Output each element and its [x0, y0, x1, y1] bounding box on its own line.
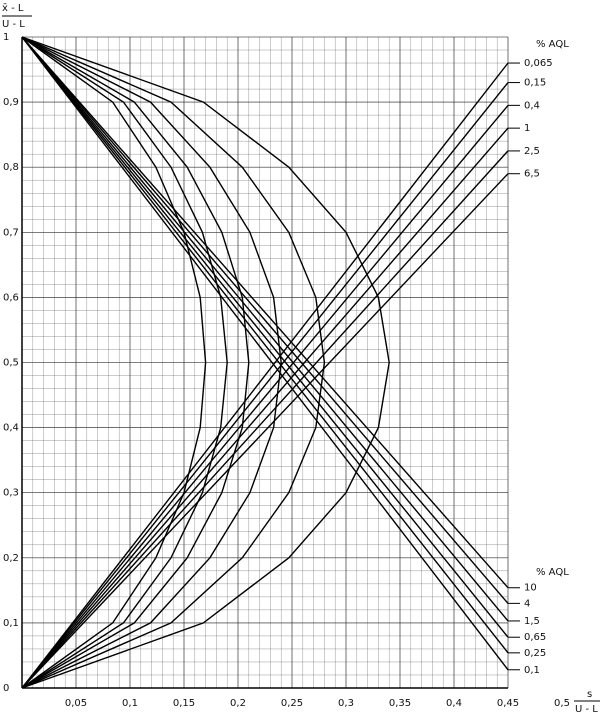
aql-line: [21, 104, 509, 689]
legend-label: 0,1: [524, 665, 540, 676]
y-tick-label: 0,4: [3, 423, 19, 434]
aql-line: [21, 36, 509, 654]
y-label-numerator: x̄ - L: [2, 3, 24, 14]
y-tick-label: 0: [3, 683, 9, 694]
legend-label: 0,4: [524, 100, 540, 111]
y-tick-label: 0,8: [3, 162, 19, 173]
acceptance-curve: [21, 36, 282, 689]
y-tick-label: 0,5: [3, 358, 19, 369]
x-tick-label: 0,15: [173, 698, 195, 709]
upper-legend-header: % AQL: [536, 39, 569, 50]
x-tick-label: 0,2: [230, 698, 246, 709]
y-tick-label: 0,7: [3, 227, 19, 238]
legend-label: 0,25: [524, 648, 546, 659]
x-label-denominator: U - L: [575, 704, 598, 715]
aql-line: [21, 62, 509, 689]
y-tick-label: 0,3: [3, 488, 19, 499]
legend-label: 4: [524, 598, 530, 609]
legend-label: 1: [524, 123, 530, 134]
y-tick-label: 1: [3, 32, 9, 43]
acceptance-curve: [21, 36, 326, 689]
x-tick-label: 0,25: [281, 698, 303, 709]
lower-legend-header: % AQL: [536, 567, 569, 578]
aql-line: [21, 36, 509, 622]
aql-line: [21, 150, 509, 689]
y-label-denominator: U - L: [2, 19, 25, 30]
x-tick-label: 0,05: [65, 698, 87, 709]
grid-layer: [21, 36, 509, 689]
aql-line: [21, 127, 509, 689]
aql-line: [21, 173, 509, 689]
aql-line: [21, 36, 509, 589]
y-tick-label: 0,9: [3, 97, 19, 108]
legend-label: 1,5: [524, 616, 540, 627]
x-tick-label: 0,4: [446, 698, 462, 709]
y-tick-label: 0,1: [3, 618, 19, 629]
aql-line: [21, 82, 509, 689]
y-tick-label: 0,6: [3, 292, 19, 303]
legend-label: 0,065: [524, 58, 553, 69]
x-tick-label: 0,3: [338, 698, 354, 709]
legend-label: 0,65: [524, 632, 546, 643]
legend-label: 0,15: [524, 78, 546, 89]
aql-line: [21, 36, 509, 671]
legend-label: 2,5: [524, 146, 540, 157]
legend-label: 10: [524, 583, 537, 594]
x-tick-label: 0,1: [122, 698, 138, 709]
acceptance-curve: [21, 36, 390, 689]
x-tick-label: 0,5: [554, 698, 570, 709]
y-tick-label: 0,2: [3, 553, 19, 564]
acceptance-curve: [21, 36, 250, 689]
x-label-numerator: s: [587, 689, 592, 700]
acceptance-curve: [21, 36, 207, 689]
acceptance-curve: [21, 36, 228, 689]
legend-label: 6,5: [524, 169, 540, 180]
aql-line: [21, 36, 509, 604]
x-tick-label: 0,35: [389, 698, 411, 709]
x-tick-label: 0,45: [497, 698, 519, 709]
aql-line: [21, 36, 509, 638]
